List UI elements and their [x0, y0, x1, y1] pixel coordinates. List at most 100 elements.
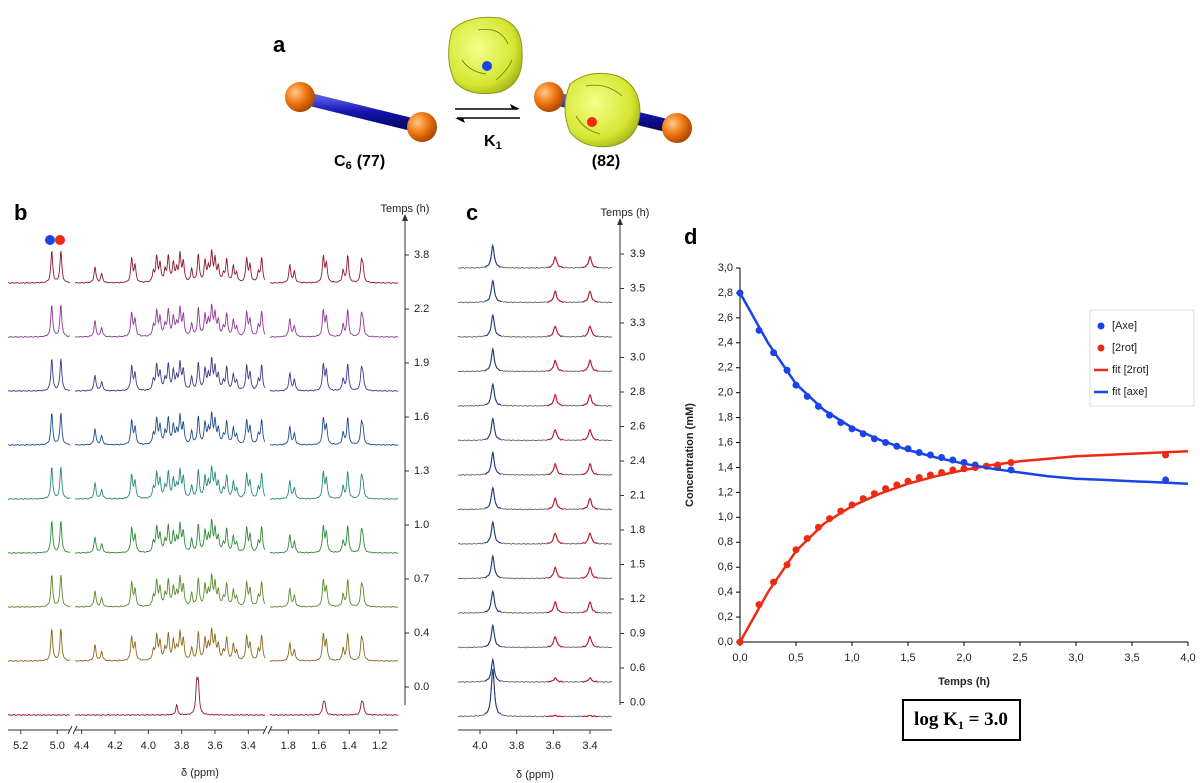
- peak: [581, 497, 599, 510]
- arrow: [402, 214, 408, 221]
- name: C: [334, 153, 346, 170]
- y-tick-label: 0,2: [718, 611, 733, 623]
- text: = 3.0: [964, 709, 1008, 730]
- constant-label: K1: [484, 133, 502, 152]
- spectrum: [457, 486, 613, 511]
- equilibrium-arrows: [455, 104, 520, 123]
- time-label: 0.0: [414, 681, 429, 693]
- time-label: 1.6: [414, 411, 429, 423]
- legend-box: [1089, 309, 1195, 407]
- peak: [484, 347, 502, 372]
- spectrum: [74, 249, 266, 284]
- peak: [546, 532, 564, 545]
- spectrum: [457, 417, 613, 442]
- y-tick-label: 0,0: [718, 636, 733, 648]
- spectrum: [457, 590, 613, 614]
- legend-label: [Axe]: [1112, 320, 1137, 332]
- time-label: 3.5: [630, 282, 645, 294]
- peak: [484, 554, 501, 579]
- time-label: 2.4: [630, 455, 645, 467]
- spectrum: [7, 466, 71, 501]
- x-tick-label: 3.6: [207, 740, 222, 752]
- legend-swatch: [1097, 322, 1105, 330]
- x-tick-label: 4.4: [74, 740, 89, 752]
- time-label: 2.8: [630, 386, 645, 398]
- spectrum: [7, 520, 71, 554]
- legend-swatch: [1097, 344, 1105, 352]
- spectrum: [457, 669, 613, 718]
- peak: [484, 279, 502, 302]
- peak: [581, 714, 598, 718]
- x-tick-label: 2,0: [956, 652, 971, 664]
- subscript: 1: [958, 718, 964, 732]
- spectrum: [7, 574, 71, 608]
- peak: [581, 601, 599, 614]
- x-tick-label: 2,5: [1012, 652, 1027, 664]
- x-axis-title: Temps (h): [938, 676, 990, 688]
- time-label: 1.3: [414, 465, 429, 477]
- spectrum: [457, 245, 613, 269]
- y-tick-label: 2,6: [718, 312, 733, 324]
- spectrum: [74, 303, 266, 338]
- peak: [484, 657, 501, 682]
- time-label: 0.6: [630, 662, 645, 674]
- peak: [484, 589, 502, 613]
- y-tick-label: 1,8: [718, 412, 733, 424]
- x-tick-label: 1,0: [844, 652, 859, 664]
- spectrum: [457, 624, 613, 649]
- spectrum: [457, 383, 612, 407]
- time-label: 0.4: [414, 627, 429, 639]
- spectrum: [8, 304, 71, 338]
- arrow: [617, 218, 623, 225]
- peak: [484, 243, 502, 268]
- marker: [55, 235, 65, 245]
- spectrum: [269, 470, 399, 500]
- spectrum: [269, 700, 398, 717]
- peak: [484, 450, 502, 475]
- x-tick-label: 3.4: [241, 740, 256, 752]
- time-label: 3.3: [630, 317, 645, 329]
- peak: [484, 486, 502, 509]
- time-label: 2.6: [630, 420, 645, 432]
- axis-title: δ (ppm): [516, 769, 554, 781]
- time-label: 1.0: [414, 519, 429, 531]
- panel-label: b: [14, 200, 27, 225]
- x-tick-label: 1.4: [342, 740, 357, 752]
- x-tick-label: 3.6: [546, 740, 561, 752]
- x-tick-label: 1,5: [900, 652, 915, 664]
- spectrum: [7, 714, 70, 716]
- fit-line: [738, 292, 1189, 485]
- compound-label: (82): [592, 153, 620, 170]
- peak: [484, 623, 501, 648]
- id: (77): [357, 153, 385, 170]
- spectrum: [457, 348, 613, 373]
- x-tick-label: 4.2: [107, 740, 122, 752]
- peak: [484, 416, 502, 441]
- x-tick-label: 1.6: [311, 740, 326, 752]
- y-tick-label: 2,8: [718, 287, 733, 299]
- spectrum: [8, 358, 71, 392]
- subscript: 1: [496, 140, 502, 152]
- time-label: 0.7: [414, 573, 429, 585]
- time-label: 3.8: [414, 249, 429, 261]
- spectrum: [270, 416, 399, 446]
- x-tick-label: 1.2: [372, 740, 387, 752]
- spectrum: [457, 521, 613, 545]
- peak: [547, 714, 564, 718]
- peak: [581, 255, 599, 269]
- spectrum: [269, 578, 399, 608]
- y-tick-label: 2,2: [718, 362, 733, 374]
- spectrum: [269, 524, 399, 554]
- peak: [581, 566, 599, 579]
- axle-left: [285, 82, 437, 142]
- text: log K: [914, 709, 958, 730]
- peak: [547, 462, 564, 476]
- x-tick-label: 4,0: [1180, 652, 1195, 664]
- time-label: 2.1: [630, 489, 645, 501]
- y-axis-title: Concentration (mM): [684, 403, 696, 507]
- peak: [546, 325, 564, 338]
- time-label: 1.5: [630, 558, 645, 570]
- time-label: 1.9: [414, 357, 429, 369]
- compound-label: C6 (77): [334, 153, 385, 172]
- time-label: 0.0: [630, 696, 645, 708]
